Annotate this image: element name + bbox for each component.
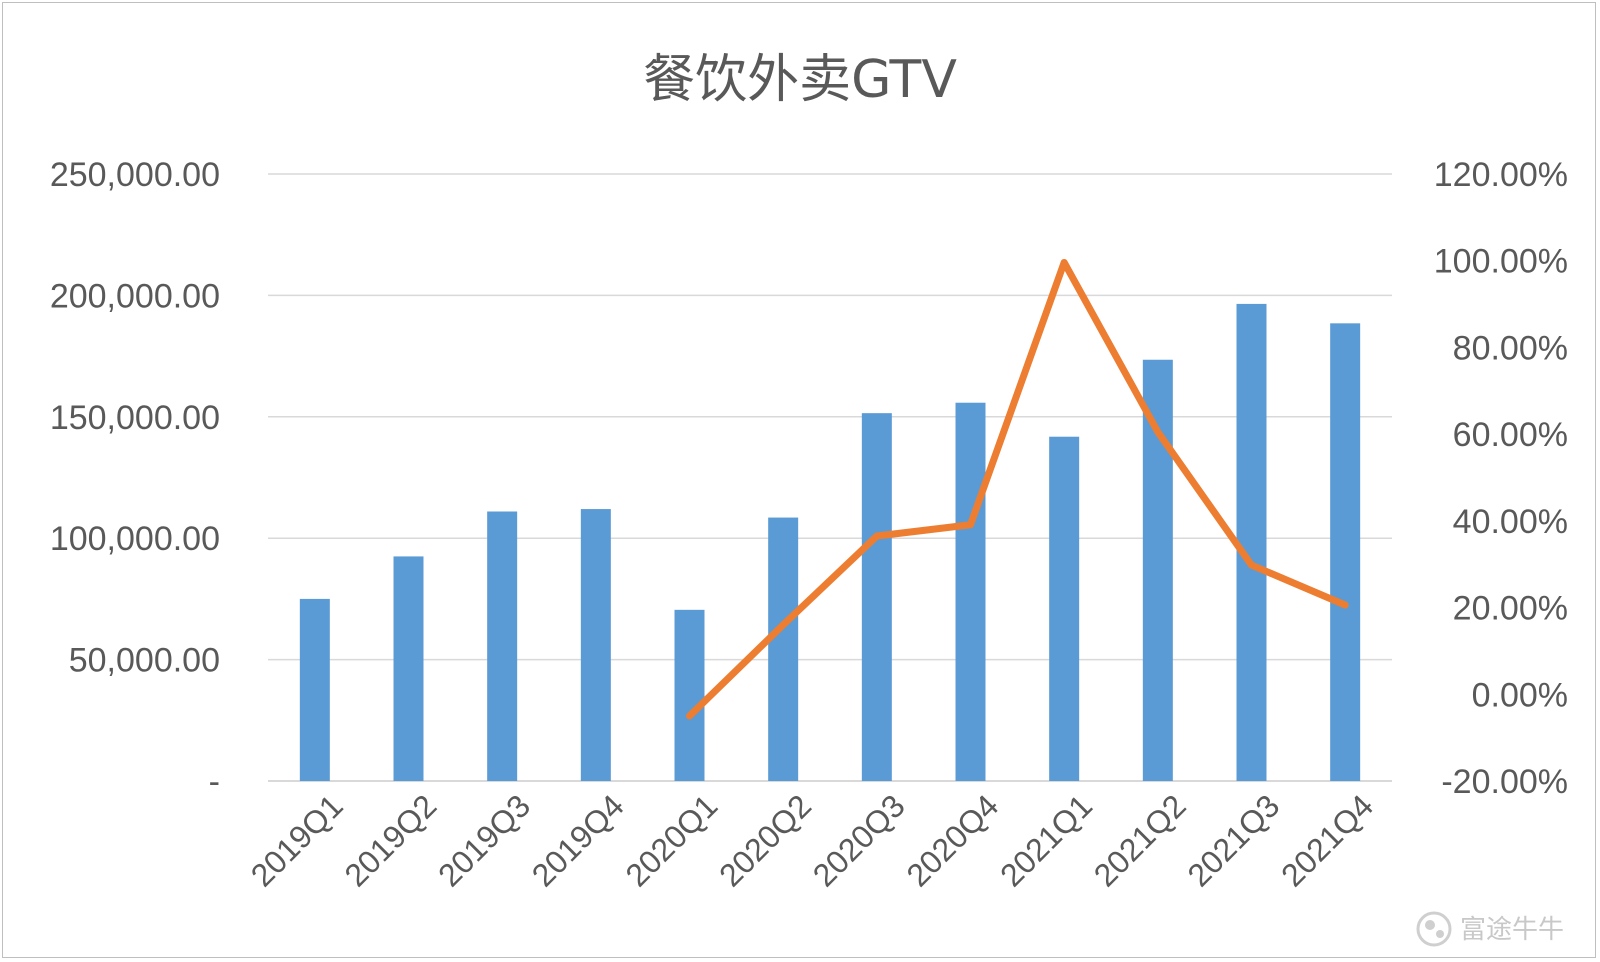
x-axis-tick-label: 2019Q1 <box>244 787 350 893</box>
bar <box>1236 303 1267 781</box>
right-axis-tick-label: 120.00% <box>1434 156 1568 194</box>
x-axis-tick-label: 2019Q2 <box>337 787 443 893</box>
line-series <box>686 258 1349 720</box>
bar <box>1049 436 1080 781</box>
bar <box>1142 359 1173 781</box>
watermark-text: 富途牛牛 <box>1460 915 1564 945</box>
right-axis-tick-label: 20.00% <box>1453 590 1568 628</box>
left-axis-tick-label: 200,000.00 <box>50 277 220 315</box>
x-axis-tick-label: 2021Q4 <box>1274 787 1380 893</box>
left-axis-tick-label: 50,000.00 <box>69 642 220 680</box>
bar <box>1330 323 1361 781</box>
right-axis-tick-label: 100.00% <box>1434 243 1568 281</box>
x-axis-tick-label: 2020Q3 <box>806 787 912 893</box>
bar-series <box>299 303 1361 781</box>
left-axis-tick-label: 250,000.00 <box>50 156 220 194</box>
left-axis-tick-label: 100,000.00 <box>50 520 220 558</box>
right-axis-tick-label: 40.00% <box>1453 503 1568 541</box>
chart-title: 餐饮外卖GTV <box>643 50 957 110</box>
left-axis-tick-label: 150,000.00 <box>50 399 220 437</box>
gridlines <box>268 173 1392 782</box>
bar <box>861 413 892 781</box>
bar <box>299 598 330 781</box>
bar <box>768 517 799 781</box>
x-axis-tick-label: 2020Q1 <box>618 787 724 893</box>
watermark: 富途牛牛 <box>1416 911 1564 947</box>
right-axis-tick-label: 0.00% <box>1472 676 1568 714</box>
right-axis-ticks: -20.00% 0.00% 20.00% 40.00% 60.00% 80.00% 100.… <box>1434 156 1568 801</box>
x-axis-tick-label: 2021Q3 <box>1180 787 1286 893</box>
x-axis-tick-label: 2019Q3 <box>431 787 537 893</box>
bar <box>955 402 986 781</box>
left-axis-ticks: - 50,000.00 100,000.00 150,000.00 200,000.00… <box>50 156 220 801</box>
futu-logo-icon <box>1416 911 1452 947</box>
right-axis-tick-label: 80.00% <box>1453 329 1568 367</box>
x-axis-tick-label: 2021Q2 <box>1087 787 1193 893</box>
bar <box>580 509 611 781</box>
right-axis-tick-label: 60.00% <box>1453 416 1568 454</box>
x-axis-tick-label: 2020Q4 <box>899 787 1005 893</box>
bar <box>487 511 518 781</box>
x-axis-tick-label: 2020Q2 <box>712 787 818 893</box>
bar <box>393 556 424 781</box>
x-axis-tick-label: 2021Q1 <box>993 787 1099 893</box>
x-axis-tick-label: 2019Q4 <box>525 787 631 893</box>
x-axis-ticks: 2019Q12019Q22019Q32019Q42020Q12020Q22020… <box>244 787 1380 893</box>
growth-line <box>686 258 1349 720</box>
bar <box>674 609 705 781</box>
left-axis-tick-label: - <box>209 763 220 801</box>
right-axis-tick-label: -20.00% <box>1441 763 1568 801</box>
